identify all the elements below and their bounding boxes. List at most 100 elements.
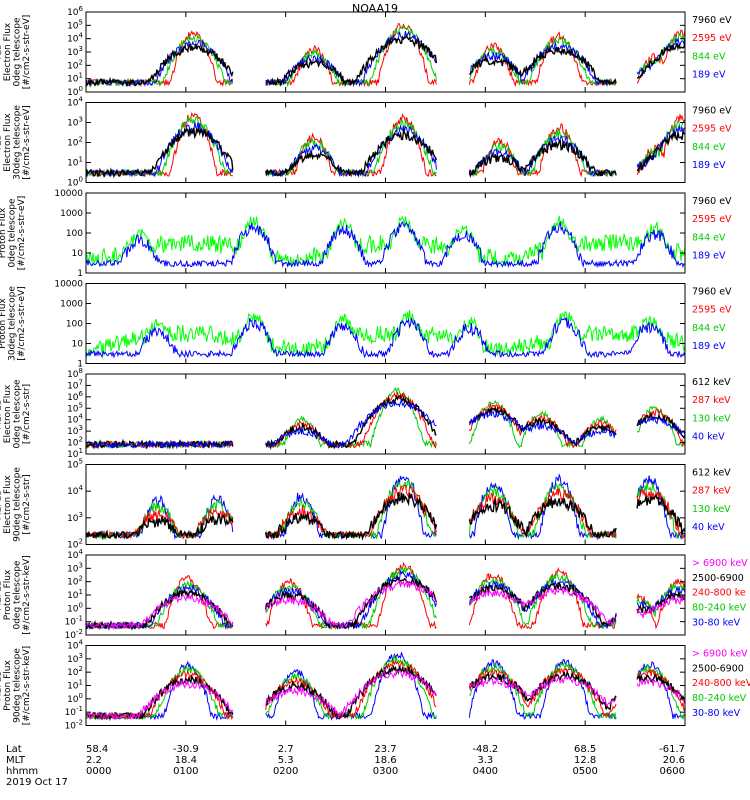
y-tick-label: 10000	[54, 189, 83, 199]
footer-lat-value: -30.9	[173, 744, 199, 755]
legend-entry: > 6900 keV	[692, 558, 748, 569]
legend-entry: 30-80 keV	[692, 617, 741, 628]
panel-3: 1 10 100 1000 10000 Proton Flux0deg telescope…	[0, 189, 732, 279]
y-tick-label: 102	[67, 665, 83, 678]
y-tick-label: 102	[67, 58, 83, 71]
y-axis-label: MEPEDElectron Flux0deg telescope[#/cm2-s…	[0, 379, 32, 449]
y-tick-label: 101	[67, 72, 83, 85]
series-green	[86, 115, 685, 178]
series-green	[86, 387, 685, 450]
y-tick-label: 101	[67, 679, 83, 692]
y-tick-label: 10000	[54, 280, 83, 290]
y-axis-label: Proton Flux0deg telescope[#/cm2-s-str-eV…	[0, 196, 27, 271]
legend-entry: 189 eV	[692, 251, 726, 262]
footer-mlt-value: 12.8	[574, 755, 596, 766]
y-tick-label: 101	[67, 588, 83, 601]
y-tick-label: 104	[67, 484, 83, 497]
legend-entry: 844 eV	[692, 323, 726, 334]
y-tick-label: 10-1	[65, 615, 83, 628]
footer-hhmm-value: 0100	[173, 766, 198, 777]
series-green	[86, 310, 685, 358]
footer-lat-value: 2.7	[278, 744, 294, 755]
y-tick-label: 100	[67, 601, 83, 614]
legend-entry: 189 eV	[692, 70, 726, 81]
y-tick-label: 102	[67, 136, 83, 149]
series-black	[86, 33, 685, 88]
y-axis-label: TEDElectron Flux0deg telescope[#/cm2-s-s…	[0, 15, 32, 90]
footer-hhmm-value: 0200	[273, 766, 298, 777]
series-blue	[86, 398, 685, 450]
y-tick-label: 1000	[60, 300, 83, 310]
footer-lat-value: 58.4	[86, 744, 108, 755]
y-tick-label: 103	[67, 511, 83, 524]
y-tick-label: 103	[67, 45, 83, 58]
legend-entry: 2595 eV	[692, 33, 732, 44]
footer-hhmm-value: 0400	[473, 766, 498, 777]
legend-entry: 287 keV	[692, 395, 731, 406]
legend-entry: 189 eV	[692, 160, 726, 171]
y-tick-label: 10	[72, 249, 84, 259]
y-tick-label: 104	[67, 32, 83, 45]
legend-entry: 30-80 keV	[692, 708, 741, 719]
y-axis-label: Proton Flux30deg telescope[#/cm2-s-str-e…	[0, 286, 27, 361]
y-tick-label: 103	[67, 561, 83, 574]
legend-entry: 40 keV	[692, 522, 725, 533]
footer-mlt-value: 2.2	[86, 755, 102, 766]
footer-label-hhmm: hhmm	[6, 766, 39, 777]
footer-mlt-value: 18.4	[175, 755, 197, 766]
footer-lat-value: 23.7	[374, 744, 396, 755]
y-tick-label: 100	[66, 229, 83, 239]
footer-lat-value: -61.7	[659, 744, 685, 755]
legend-entry: 80-240 keV	[692, 602, 747, 613]
legend-entry: 2595 eV	[692, 124, 732, 135]
footer-mlt-value: 20.6	[663, 755, 685, 766]
legend-entry: 287 keV	[692, 486, 731, 497]
legend-entry: 240-800 ke	[692, 588, 746, 599]
footer-lat-value: 68.5	[574, 744, 596, 755]
y-tick-label: 1000	[60, 209, 83, 219]
legend-entry: 844 eV	[692, 142, 726, 153]
series-black	[86, 126, 685, 179]
legend-entry: 612 keV	[692, 377, 731, 388]
legend-entry: 189 eV	[692, 341, 726, 352]
footer-mlt-value: 3.3	[477, 755, 493, 766]
legend-entry: 130 keV	[692, 504, 731, 515]
y-tick-label: 102	[67, 575, 83, 588]
series-magenta	[86, 579, 685, 630]
footer-mlt-value: 5.3	[278, 755, 294, 766]
legend-entry: 2500-6900	[692, 663, 744, 674]
legend-entry: 240-800 keV	[692, 678, 750, 689]
legend-entry: 40 keV	[692, 432, 725, 443]
legend-entry: 844 eV	[692, 51, 726, 62]
y-axis-label: TEDElectron Flux30deg telescope[#/cm2-s-…	[0, 105, 32, 180]
series-red	[86, 660, 685, 721]
legend-entry: 7960 eV	[692, 15, 732, 26]
series-red	[86, 391, 685, 450]
legend-entry: 612 keV	[692, 468, 731, 479]
footer-label-lat: Lat	[6, 744, 22, 755]
legend-entry: 7960 eV	[692, 196, 732, 207]
y-tick-label: 100	[66, 320, 83, 330]
y-axis-label: MEPEDProton Flux90deg telescope[#/cm2-s-…	[0, 646, 32, 725]
series-black	[86, 394, 685, 451]
panel-frame	[85, 373, 686, 455]
series-green	[86, 215, 685, 267]
series-black	[86, 575, 685, 631]
panel-4: 1 10 100 1000 10000 Proton Flux30deg telescop…	[0, 280, 732, 370]
y-tick-label: 106	[67, 5, 83, 18]
footer-mlt-value: 18.6	[374, 755, 396, 766]
legend-entry: 7960 eV	[692, 106, 732, 117]
footer-hhmm-value: 0000	[86, 766, 111, 777]
y-tick-label: 103	[67, 116, 83, 129]
legend-entry: 2595 eV	[692, 214, 732, 225]
legend-entry: 2500-6900	[692, 573, 744, 584]
legend-entry: 844 eV	[692, 232, 726, 243]
y-tick-label: 103	[67, 652, 83, 665]
panel-frame	[85, 192, 686, 274]
